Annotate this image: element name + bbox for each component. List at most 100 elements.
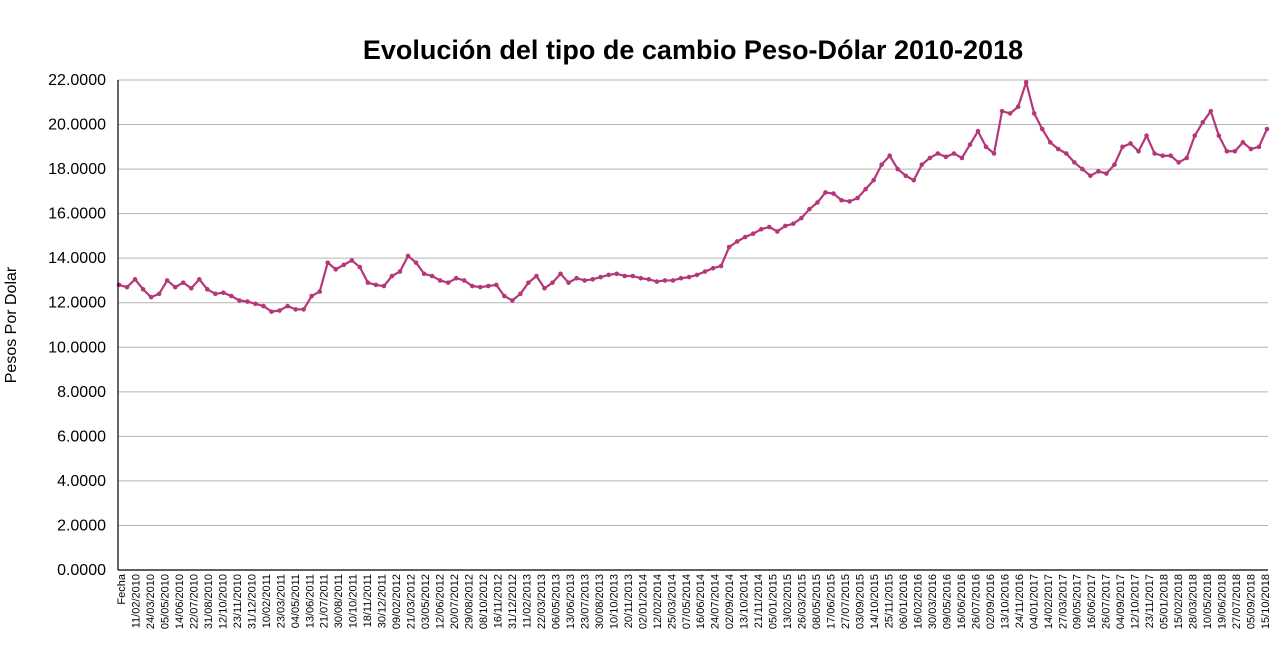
data-point [911, 177, 917, 183]
x-tick-label: 31/12/2012 [507, 574, 519, 629]
x-tick-label: 24/07/2014 [710, 574, 722, 629]
data-point [694, 272, 700, 278]
x-tick-label: 23/11/2017 [1144, 574, 1156, 628]
data-point [574, 275, 579, 281]
x-tick-label: 02/01/2014 [637, 574, 649, 629]
series-line [118, 81, 1269, 313]
data-point [1208, 108, 1214, 114]
data-point [1232, 148, 1238, 154]
x-tick-label: 26/07/2016 [970, 574, 982, 629]
data-point [742, 234, 748, 240]
data-point [630, 273, 636, 279]
data-point [534, 273, 539, 279]
data-point [702, 269, 708, 274]
x-tick-label: 08/05/2015 [811, 574, 823, 629]
x-tick-label: Fecha [116, 573, 128, 604]
data-point [453, 275, 459, 281]
x-tick-label: 06/01/2016 [898, 574, 910, 629]
data-point [614, 271, 620, 277]
data-point [606, 272, 612, 278]
data-point [301, 307, 306, 312]
data-point [823, 190, 828, 195]
data-point [895, 166, 901, 172]
y-tick-label: 4.0000 [57, 473, 106, 490]
x-tick-label: 16/06/2014 [695, 574, 707, 629]
x-tick-label: 12/06/2012 [435, 574, 447, 629]
x-tick-label: 19/06/2018 [1217, 574, 1229, 629]
series [116, 79, 1270, 314]
data-point [871, 177, 876, 183]
x-tick-label: 12/10/2017 [1130, 574, 1142, 629]
x-tick-label: 27/03/2017 [1057, 574, 1069, 629]
data-point [285, 303, 290, 309]
data-point [1064, 151, 1069, 156]
data-point [662, 278, 668, 283]
x-tick-label: 20/11/2013 [623, 574, 635, 628]
data-point [341, 262, 347, 268]
data-point [389, 273, 395, 279]
data-point [349, 258, 355, 263]
data-point [903, 173, 909, 179]
data-point [678, 275, 684, 281]
y-tick-label: 10.0000 [48, 339, 106, 356]
data-point [1256, 144, 1262, 150]
data-point [1015, 104, 1021, 110]
x-tick-label: 08/10/2012 [478, 574, 490, 629]
data-point [887, 153, 892, 159]
data-point [799, 215, 804, 221]
x-tick-label: 14/02/2017 [1043, 574, 1055, 629]
data-point [205, 287, 210, 292]
x-tick-label: 21/07/2011 [319, 574, 331, 628]
data-point [654, 279, 660, 284]
x-tick-label: 12/02/2014 [652, 574, 664, 629]
x-tick-label: 16/06/2017 [1086, 574, 1098, 629]
y-tick-label: 0.0000 [57, 562, 106, 579]
data-point [1160, 153, 1165, 159]
x-tick-label: 30/08/2011 [333, 574, 345, 628]
y-tick-label: 6.0000 [57, 428, 106, 445]
data-point [566, 280, 571, 285]
data-point [1072, 160, 1077, 165]
x-tick-label: 06/05/2013 [550, 574, 562, 629]
data-point [638, 275, 644, 281]
data-point [1224, 148, 1230, 154]
x-tick-label: 22/07/2010 [188, 574, 200, 629]
x-tick-label: 22/03/2013 [536, 574, 548, 629]
data-point [774, 229, 780, 234]
data-point [518, 291, 523, 297]
x-tick-label: 04/09/2017 [1115, 574, 1127, 629]
data-point [975, 128, 981, 134]
x-tick-label: 23/03/2011 [275, 574, 287, 628]
x-tick-label: 10/05/2018 [1202, 574, 1214, 629]
x-tick-label: 09/02/2012 [391, 574, 403, 629]
x-tick-label: 15/10/2018 [1260, 574, 1272, 629]
x-tick-label: 12/10/2010 [217, 574, 229, 629]
y-tick-label: 12.0000 [48, 295, 106, 312]
data-point [1200, 120, 1206, 125]
data-point [1039, 126, 1045, 132]
data-point [494, 282, 499, 288]
data-point [791, 221, 796, 226]
data-point [1264, 126, 1270, 132]
data-point [172, 284, 178, 290]
y-tick-label: 14.0000 [48, 250, 106, 267]
x-tick-label: 05/01/2018 [1159, 574, 1171, 629]
x-tick-label: 05/05/2010 [159, 574, 171, 629]
y-tick-label: 18.0000 [48, 161, 106, 178]
x-tick-label: 24/03/2010 [145, 574, 157, 629]
data-point [317, 289, 323, 294]
data-point [710, 265, 716, 271]
data-point [245, 299, 250, 304]
data-point [526, 280, 531, 285]
data-point [269, 309, 274, 314]
data-point [132, 277, 138, 282]
data-series [116, 79, 1270, 314]
x-tick-label: 03/05/2012 [420, 574, 432, 629]
data-point [429, 273, 435, 279]
x-tick-label: 13/10/2014 [739, 574, 751, 629]
x-tick-label: 29/08/2012 [464, 574, 476, 629]
data-point [951, 151, 957, 156]
data-point [365, 280, 371, 285]
data-point [1080, 166, 1085, 172]
